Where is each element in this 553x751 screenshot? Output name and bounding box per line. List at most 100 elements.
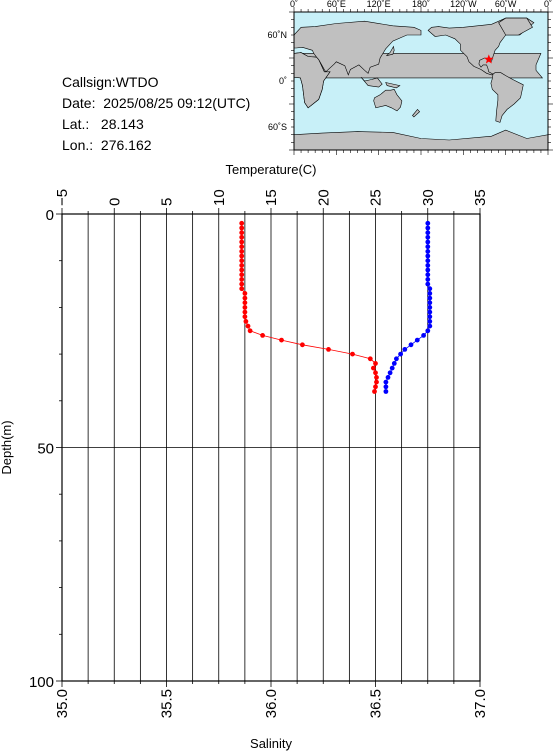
map-land-south-america xyxy=(490,72,524,123)
salinity-point xyxy=(425,253,431,259)
temperature-point xyxy=(326,347,331,352)
lat-label: Lat.: xyxy=(62,116,90,132)
temperature-point xyxy=(260,333,265,338)
salinity-point xyxy=(425,220,431,226)
temperature-point xyxy=(242,300,248,306)
temperature-point xyxy=(239,234,245,240)
temperature-point xyxy=(371,365,376,371)
salinity-tick-label: 36.5 xyxy=(368,689,385,718)
salinity-point xyxy=(427,286,433,292)
temperature-point xyxy=(373,370,378,376)
temperature-tick-label: 5 xyxy=(159,198,176,206)
map-land-australia xyxy=(373,89,403,112)
salinity-point xyxy=(427,323,433,329)
temperature-point xyxy=(242,291,248,296)
salinity-axis-title: Salinity xyxy=(250,736,292,751)
temperature-point xyxy=(239,286,245,292)
salinity-point xyxy=(425,239,431,245)
salinity-point xyxy=(402,347,408,352)
temperature-point xyxy=(374,375,379,380)
temperature-tick-label: 10 xyxy=(211,189,228,206)
temperature-point xyxy=(239,220,245,226)
salinity-point xyxy=(425,281,431,287)
temperature-point xyxy=(242,309,248,315)
lon-line: Lon.: 276.162 xyxy=(62,135,250,156)
temperature-point xyxy=(247,328,253,334)
salinity-point xyxy=(425,267,431,273)
station-info: Callsign:WTDO Date: 2025/08/25 09:12(UTC… xyxy=(62,72,250,156)
salinity-point xyxy=(414,337,420,343)
temperature-tick-label: −5 xyxy=(54,189,71,206)
temperature-point xyxy=(245,323,251,329)
salinity-point xyxy=(391,361,397,366)
salinity-point xyxy=(421,333,426,338)
map-lon-label: 180˚ xyxy=(412,0,430,9)
salinity-point xyxy=(425,230,431,236)
temperature-point xyxy=(239,258,245,264)
callsign-label: Callsign: xyxy=(62,74,116,90)
temperature-tick-label: 20 xyxy=(315,189,332,206)
salinity-point xyxy=(385,375,391,380)
temperature-point xyxy=(243,319,249,324)
salinity-point xyxy=(427,319,433,324)
map-lon-label: 120˚E xyxy=(367,0,391,9)
depth-axis-title: Depth(m) xyxy=(0,420,14,474)
date-label: Date: xyxy=(62,95,96,111)
map-lon-label: 0˚ xyxy=(544,0,552,9)
lat-value: 28.143 xyxy=(100,116,144,132)
salinity-point xyxy=(383,389,389,394)
salinity-point xyxy=(427,295,433,301)
temperature-tick-label: 35 xyxy=(472,189,489,206)
salinity-point xyxy=(425,328,431,334)
station-marker-icon xyxy=(484,54,494,64)
salinity-point xyxy=(425,244,431,250)
salinity-tick-label: 35.5 xyxy=(159,689,176,718)
salinity-point xyxy=(427,291,433,296)
salinity-point xyxy=(387,370,393,376)
lat-line: Lat.: 28.143 xyxy=(62,114,250,135)
salinity-point xyxy=(425,272,431,278)
temperature-point xyxy=(279,337,284,343)
temperature-point xyxy=(239,263,245,268)
map-lon-label: 60˚W xyxy=(495,0,517,9)
map-lat-label: 0˚ xyxy=(279,76,287,86)
date-value: 2025/08/25 09:12(UTC) xyxy=(103,95,251,111)
temperature-point xyxy=(367,356,373,362)
salinity-point xyxy=(408,342,414,348)
temperature-point xyxy=(242,295,248,301)
temperature-point xyxy=(350,351,355,357)
salinity-point xyxy=(425,258,431,264)
temperature-axis-title: Temperature(C) xyxy=(225,162,316,177)
map-land-africa xyxy=(293,52,331,109)
temperature-point xyxy=(374,379,379,385)
salinity-point xyxy=(427,309,433,315)
temperature-point xyxy=(239,249,245,254)
temperature-point xyxy=(239,281,245,287)
salinity-point xyxy=(425,249,431,254)
salinity-tick-label: 36.0 xyxy=(263,689,280,718)
temperature-point xyxy=(373,384,378,390)
salinity-point xyxy=(383,379,389,385)
temperature-point xyxy=(239,244,245,250)
callsign-value: WTDO xyxy=(115,74,159,90)
salinity-tick-label: 37.0 xyxy=(472,689,489,718)
temperature-point xyxy=(242,305,248,310)
date-line: Date: 2025/08/25 09:12(UTC) xyxy=(62,93,250,114)
temperature-point xyxy=(239,272,245,278)
depth-tick-label: 50 xyxy=(37,441,54,458)
location-map: 0˚ 60˚E 120˚E 180˚ 120˚W 60˚W 0˚ 60˚N 0˚ 60˚S xyxy=(267,0,553,155)
lon-label: Lon.: xyxy=(62,137,94,153)
temperature-tick-label: 15 xyxy=(263,189,280,206)
salinity-point xyxy=(425,234,431,240)
salinity-tick-label: 35.0 xyxy=(54,689,71,718)
salinity-point xyxy=(427,305,433,310)
temperature-point xyxy=(239,230,245,236)
temperature-line xyxy=(241,223,377,392)
map-land-eurasia xyxy=(293,20,422,76)
map-land-japan xyxy=(386,45,395,56)
salinity-point xyxy=(425,263,431,268)
map-lon-label: 60˚E xyxy=(327,0,346,9)
map-lon-label: 120˚W xyxy=(450,0,477,9)
temperature-point xyxy=(372,389,377,394)
